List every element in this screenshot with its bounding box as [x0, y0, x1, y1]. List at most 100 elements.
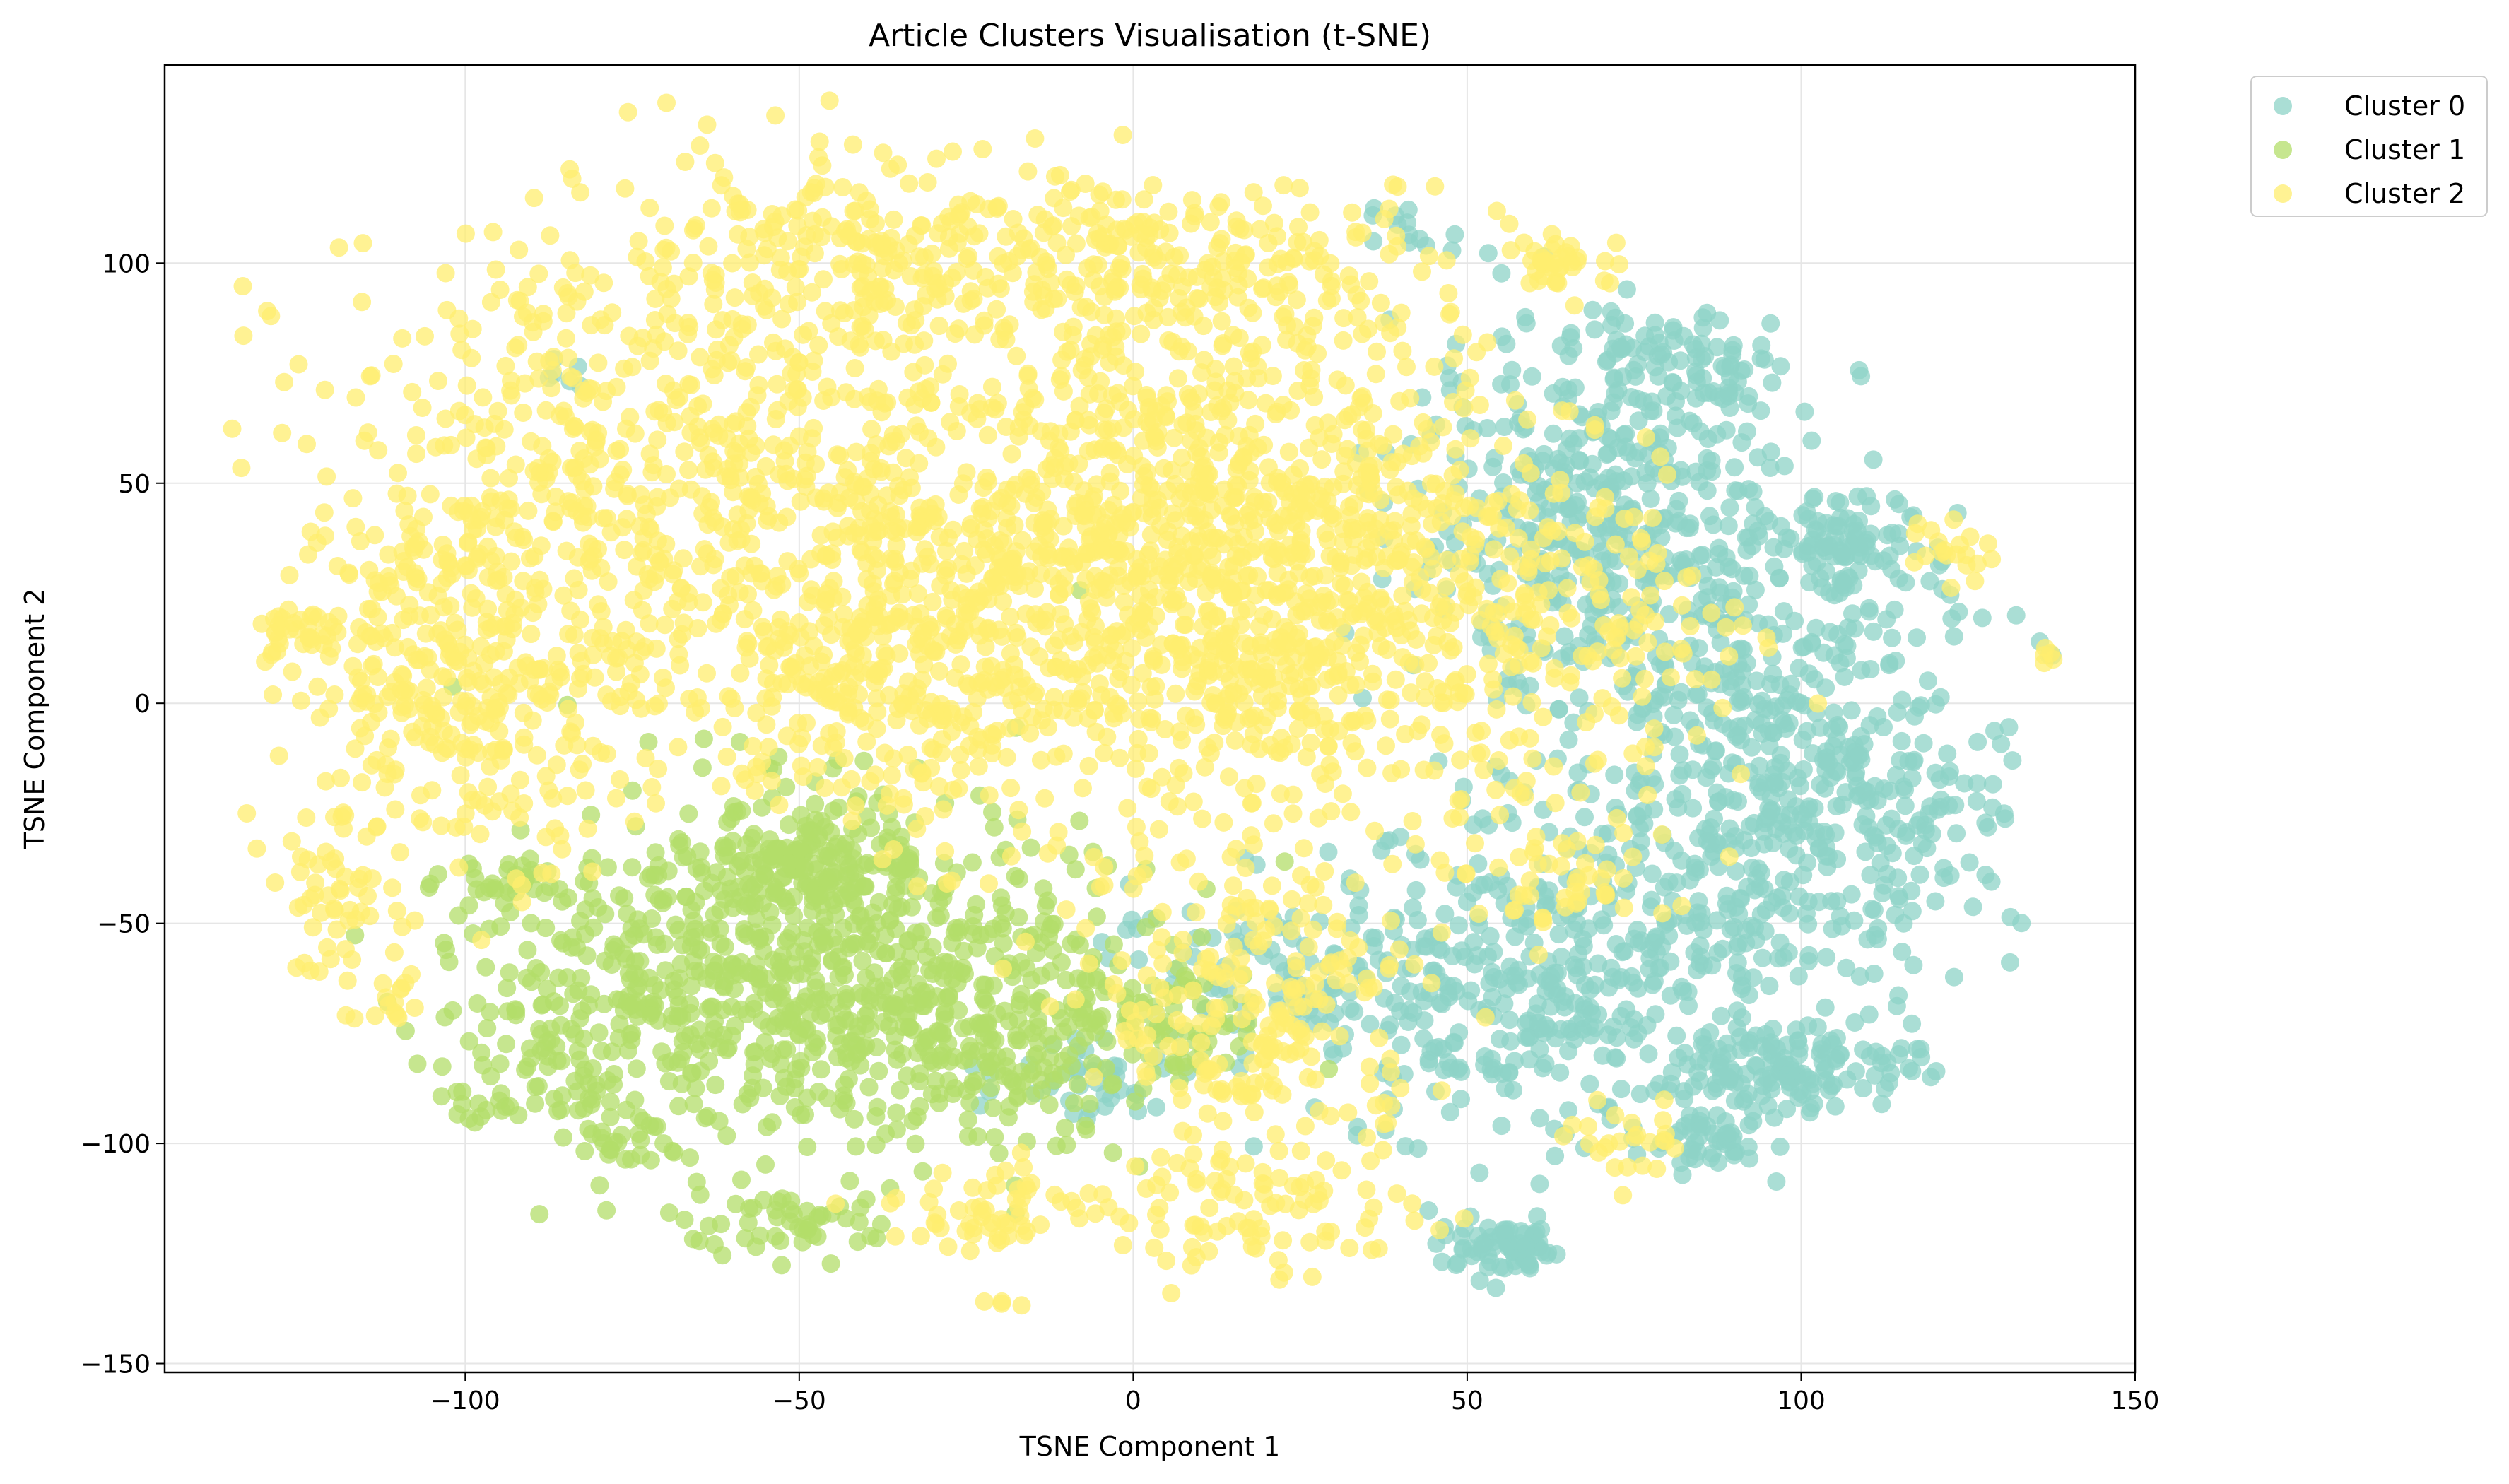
data-point — [1647, 927, 1666, 946]
data-point — [772, 1256, 791, 1275]
data-point — [477, 1100, 496, 1119]
data-point — [806, 454, 825, 473]
data-point — [1553, 377, 1572, 396]
data-point — [1670, 745, 1689, 764]
data-point — [1530, 1109, 1549, 1128]
data-point — [1670, 766, 1689, 785]
data-point — [1567, 958, 1586, 977]
data-point — [1268, 698, 1287, 717]
data-point — [1428, 627, 1447, 645]
data-point — [1219, 767, 1238, 787]
data-point — [1614, 898, 1633, 917]
data-point — [1760, 736, 1779, 755]
data-point — [1684, 335, 1703, 354]
data-point — [1305, 308, 1324, 327]
data-point — [683, 952, 703, 971]
data-point — [753, 798, 771, 817]
data-point — [1767, 1172, 1786, 1191]
data-point — [1663, 372, 1682, 391]
data-point — [1294, 839, 1313, 858]
data-point — [1272, 729, 1291, 748]
data-point — [1340, 497, 1358, 517]
data-point — [1061, 627, 1080, 646]
data-point — [1234, 528, 1253, 546]
data-point — [1651, 447, 1670, 466]
data-point — [835, 965, 854, 984]
data-point — [1093, 572, 1112, 590]
data-point — [1575, 808, 1594, 827]
data-point — [844, 914, 863, 934]
data-point — [699, 1216, 718, 1235]
data-point — [1942, 609, 1961, 628]
data-point — [1484, 680, 1503, 699]
data-point — [1147, 1097, 1165, 1117]
data-point — [1726, 1142, 1745, 1161]
data-point — [1602, 430, 1621, 449]
data-point — [1773, 624, 1792, 643]
data-point — [1486, 1278, 1505, 1297]
data-point — [1611, 1006, 1630, 1025]
data-point — [1570, 429, 1589, 448]
data-point — [1752, 336, 1771, 355]
data-point — [500, 963, 519, 982]
data-point — [1727, 1018, 1746, 1037]
data-point — [1179, 461, 1198, 481]
data-point — [1780, 1078, 1799, 1097]
data-point — [1569, 944, 1588, 963]
data-point — [1779, 790, 1798, 809]
data-point — [1756, 900, 1775, 919]
data-point — [1320, 755, 1339, 775]
data-point — [1760, 977, 1779, 996]
data-point — [1322, 435, 1341, 453]
data-point — [1404, 1003, 1423, 1022]
data-point — [1717, 618, 1735, 637]
data-point — [625, 1090, 645, 1109]
data-point — [1799, 952, 1818, 971]
data-point — [1010, 991, 1029, 1010]
data-point — [1944, 627, 1963, 646]
data-point — [1110, 748, 1129, 767]
data-point — [937, 541, 956, 560]
data-point — [711, 901, 730, 920]
data-point — [1944, 967, 1963, 987]
data-point — [435, 934, 454, 953]
data-point — [1739, 387, 1758, 406]
data-point — [1363, 664, 1382, 683]
data-point — [984, 1098, 1003, 1117]
data-point — [978, 425, 997, 444]
data-point — [1667, 392, 1685, 411]
data-point — [1239, 649, 1258, 669]
data-point — [1593, 1046, 1612, 1065]
data-point — [1720, 819, 1739, 838]
data-point — [1982, 872, 2001, 891]
data-point — [298, 435, 316, 454]
data-point — [1631, 771, 1650, 790]
data-point — [1693, 1027, 1712, 1047]
data-point — [1470, 396, 1489, 414]
data-point — [1868, 833, 1887, 852]
data-point — [908, 877, 927, 896]
data-point — [1186, 414, 1205, 433]
data-point — [968, 1127, 987, 1146]
data-point — [1433, 418, 1452, 437]
data-point — [1580, 1074, 1599, 1093]
data-point — [1138, 777, 1157, 796]
data-point — [1447, 878, 1466, 897]
data-point — [1687, 685, 1706, 705]
data-point — [597, 1201, 616, 1220]
data-point — [1811, 569, 1830, 588]
data-point — [433, 1057, 452, 1076]
data-point — [1403, 812, 1422, 830]
data-point — [518, 1057, 537, 1076]
data-point — [1021, 838, 1040, 857]
data-point — [1236, 859, 1255, 877]
data-point — [835, 1091, 854, 1110]
data-point — [992, 896, 1011, 915]
data-point — [1362, 532, 1381, 551]
data-point — [1859, 1005, 1879, 1024]
data-point — [1393, 648, 1412, 667]
data-point — [663, 1141, 682, 1160]
data-point — [1742, 839, 1761, 857]
data-point — [630, 919, 649, 938]
data-point — [1790, 1039, 1809, 1058]
